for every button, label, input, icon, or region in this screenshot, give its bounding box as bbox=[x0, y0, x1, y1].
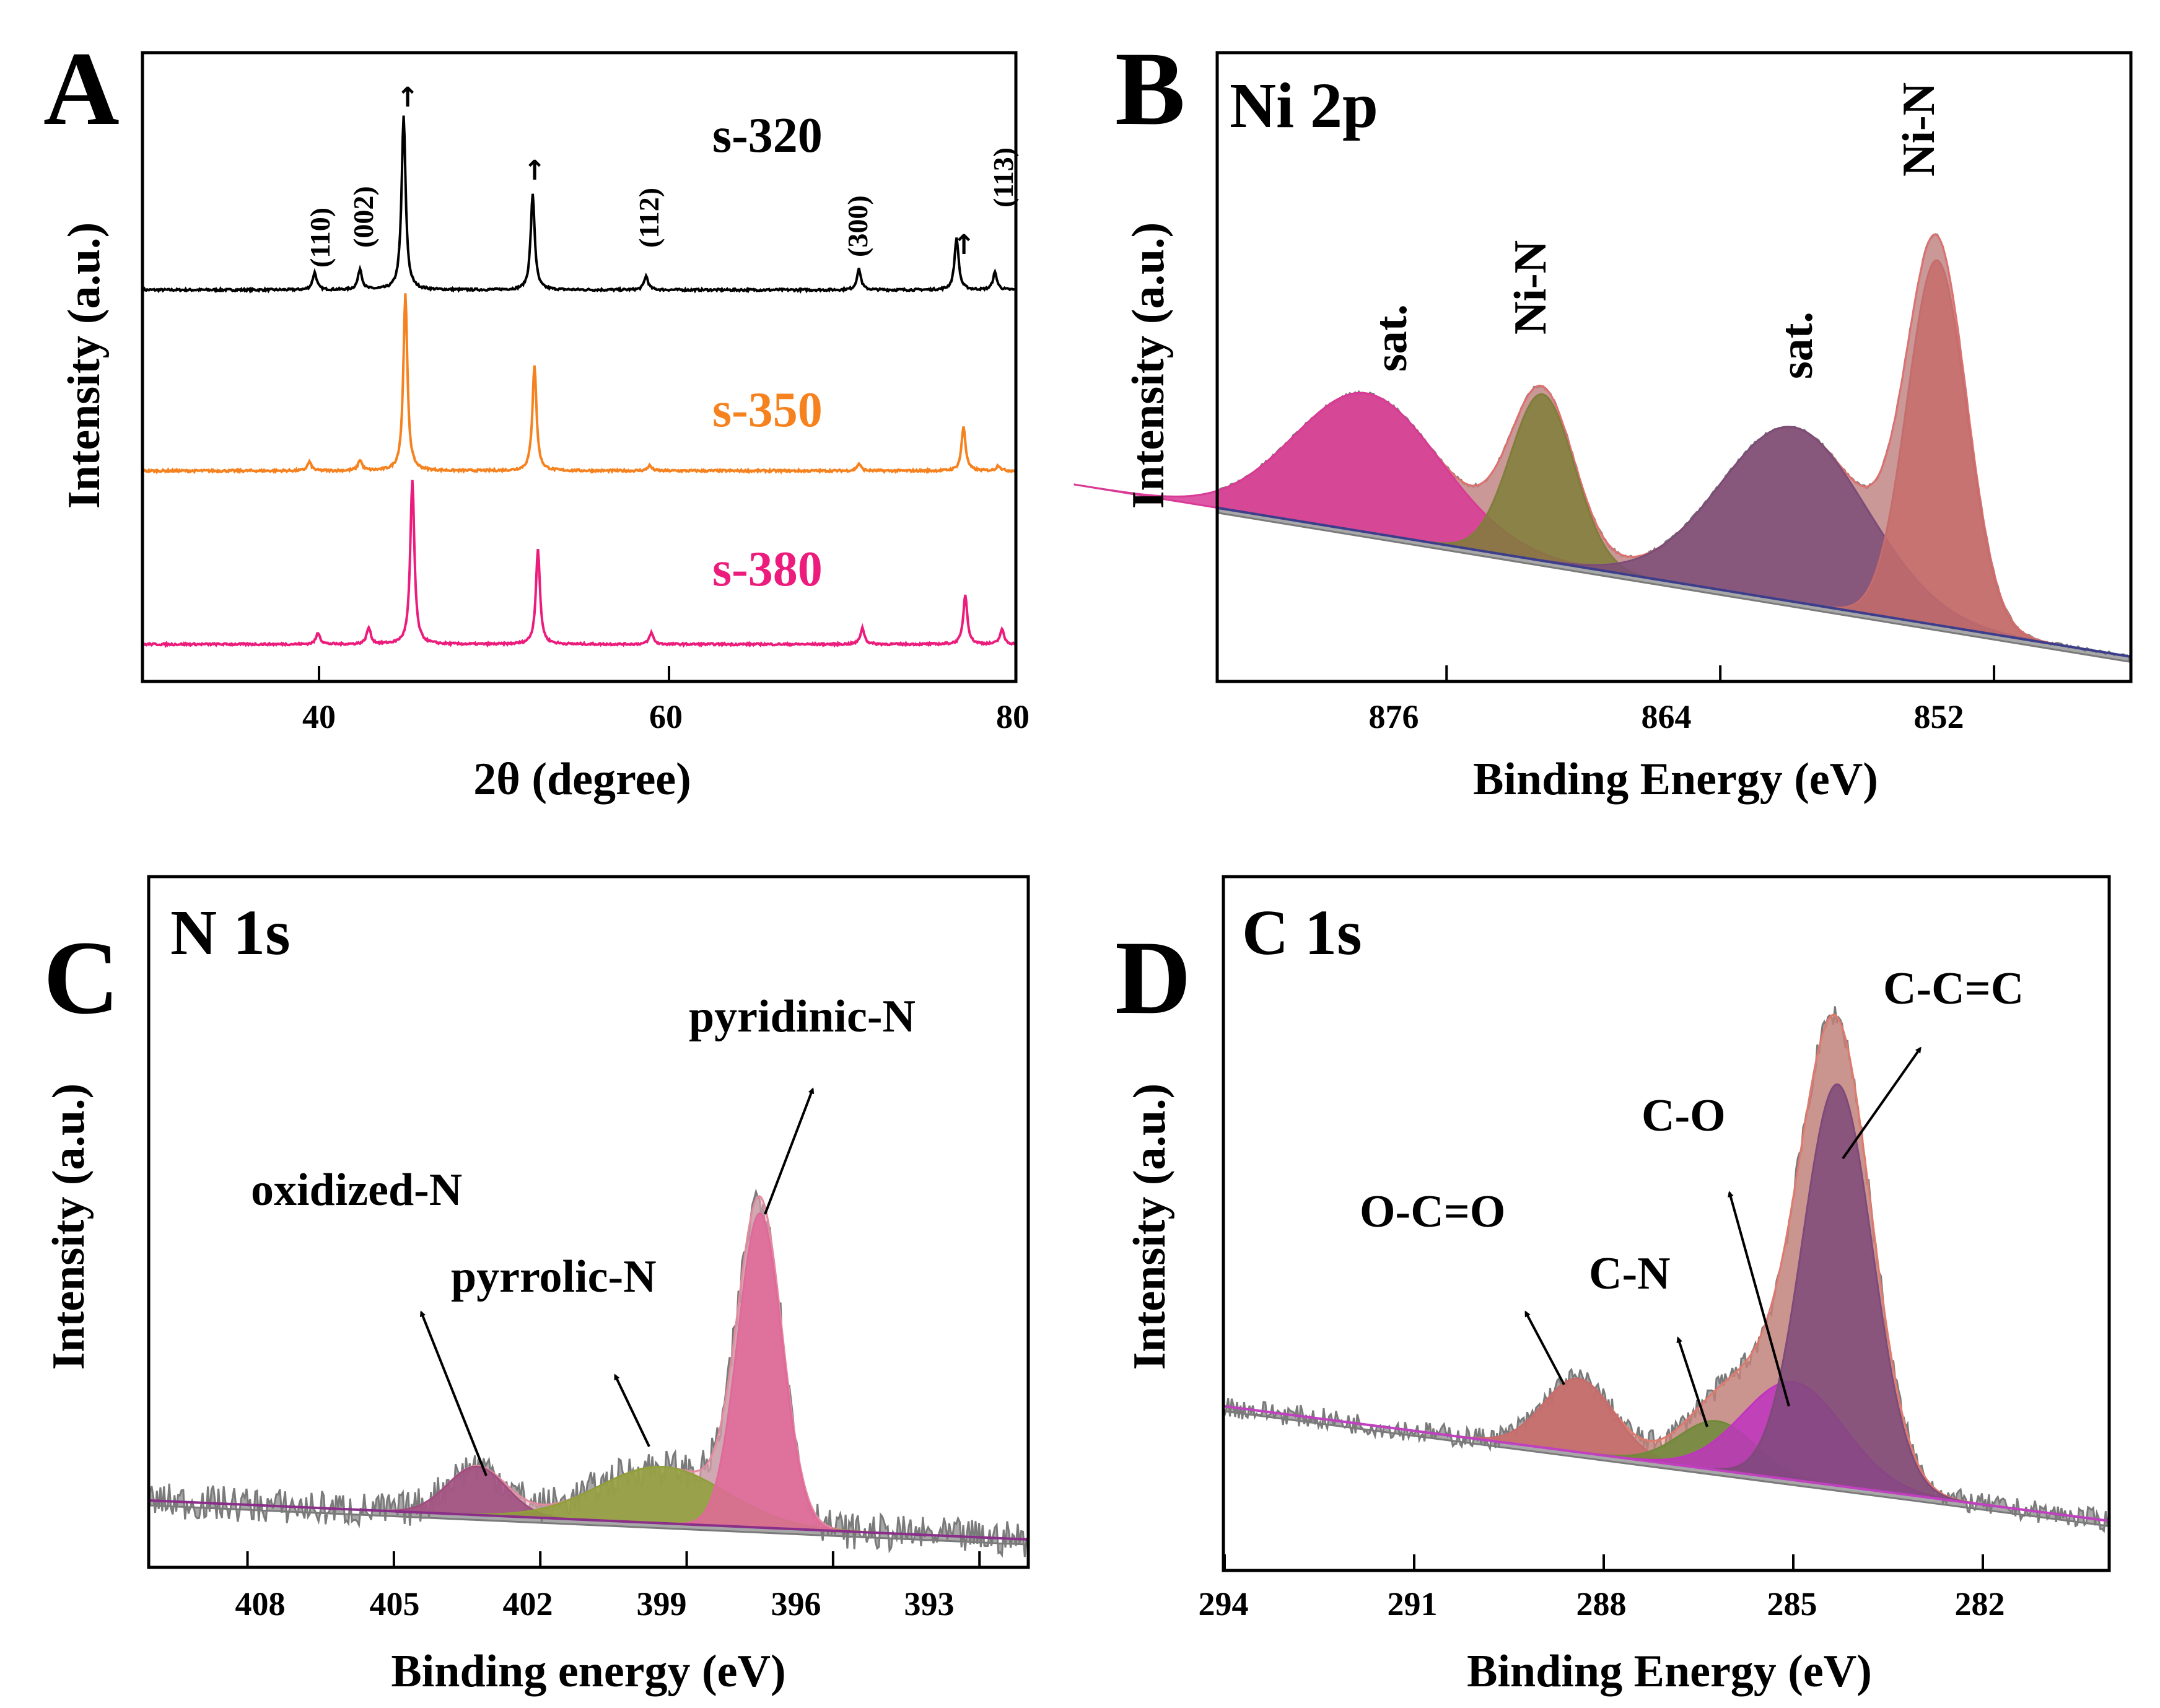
panel-c-ticklabel-405: 405 bbox=[370, 1585, 420, 1623]
panel-a-ticklabel-40: 40 bbox=[302, 698, 336, 735]
panel-c-oxidized-label: oxidized-N bbox=[251, 1165, 462, 1215]
panel-b-plot-area bbox=[1073, 233, 2132, 663]
reflection-113: (113) bbox=[987, 147, 1019, 208]
panel-c-ticklabel-408: 408 bbox=[235, 1585, 286, 1623]
panel-d-cn-arrow bbox=[1676, 1336, 1708, 1427]
panel-c-ticklabel-396: 396 bbox=[771, 1585, 821, 1623]
panel-a: A 40 60 80 2θ (degree) Intensity (a.u.) … bbox=[43, 30, 1030, 805]
panel-d-ccc-arrow bbox=[1842, 1046, 1922, 1160]
panel-c-plot-area bbox=[149, 1188, 1029, 1558]
panel-a-plot-area bbox=[142, 115, 1017, 649]
panel-d-xlabel: Binding Energy (eV) bbox=[1467, 1646, 1872, 1697]
panel-b-ticklabel-864: 864 bbox=[1642, 698, 1692, 735]
panel-c-ticklabel-402: 402 bbox=[503, 1585, 553, 1623]
d-plot-baseline bbox=[1224, 1405, 2110, 1522]
panel-c-ticks bbox=[246, 1551, 981, 1567]
panel-c-xlabel: Binding energy (eV) bbox=[391, 1646, 785, 1697]
panel-d-frame bbox=[1222, 875, 2111, 1572]
reflection-112: (112) bbox=[633, 188, 665, 248]
panel-b-nin-label-2: Ni-N bbox=[1894, 82, 1944, 177]
xrd-pattern-s-320 bbox=[142, 115, 1017, 294]
panel-b-ylabel: Intensity (a.u.) bbox=[1123, 222, 1174, 509]
panel-c-label: C bbox=[43, 919, 120, 1036]
panel-b-title: Ni 2p bbox=[1230, 70, 1378, 141]
panel-d-plot-area bbox=[1223, 1006, 2110, 1533]
panel-d-label: D bbox=[1115, 919, 1191, 1036]
phase-marker-1-icon: ↑ bbox=[396, 82, 419, 113]
panel-c-pyridinic-label: pyridinic-N bbox=[689, 991, 916, 1042]
panel-c-oxidized-arrow bbox=[419, 1310, 488, 1476]
panel-d-ticklabel-282: 282 bbox=[1955, 1585, 2005, 1623]
panel-d-oco-arrow bbox=[1524, 1310, 1565, 1385]
panel-c-pyrrolic-label: pyrrolic-N bbox=[451, 1251, 657, 1302]
b-plot-component-Ni-N bbox=[1817, 259, 2057, 646]
panel-d-ticklabel-291: 291 bbox=[1388, 1585, 1438, 1623]
panel-b-xlabel: Binding Energy (eV) bbox=[1473, 754, 1878, 805]
panel-c-ticklabel-399: 399 bbox=[637, 1585, 687, 1623]
panel-c-ticklabel-393: 393 bbox=[904, 1585, 955, 1623]
panel-b-frame bbox=[1215, 51, 2133, 683]
panel-a-frame bbox=[141, 51, 1018, 683]
reflection-300: (300) bbox=[842, 195, 873, 257]
panel-c-title: N 1s bbox=[170, 897, 291, 968]
panel-b-sat-label-1: sat. bbox=[1366, 304, 1417, 372]
xrd-pattern-s-380 bbox=[142, 480, 1017, 649]
panel-d-cn-label: C-N bbox=[1589, 1248, 1671, 1299]
panel-d: D 294 291 288 285 282 Binding Energy (eV… bbox=[1115, 875, 2111, 1697]
panel-b-nin-label-1: Ni-N bbox=[1505, 240, 1556, 335]
c-plot-baseline bbox=[149, 1499, 1029, 1541]
panel-a-ticklabel-60: 60 bbox=[649, 698, 683, 735]
panel-a-xlabel: 2θ (degree) bbox=[473, 754, 691, 805]
panel-c-frame bbox=[147, 875, 1030, 1569]
legend-s-380: s-380 bbox=[712, 542, 823, 597]
panel-b: B 876 864 852 Binding Energy (eV) Intens… bbox=[1073, 30, 2133, 805]
panel-b-ticklabel-852: 852 bbox=[1914, 698, 1964, 735]
panel-c-pyrrolic-arrow bbox=[614, 1373, 650, 1447]
xrd-pattern-s-350 bbox=[142, 293, 1017, 475]
panel-b-label: B bbox=[1115, 30, 1185, 147]
d-plot-component-C-C=C bbox=[1697, 1083, 1977, 1505]
panel-d-ticklabel-285: 285 bbox=[1767, 1585, 1817, 1623]
panel-d-ticklabel-294: 294 bbox=[1199, 1585, 1249, 1623]
legend-s-320: s-320 bbox=[712, 108, 823, 163]
panel-d-ccc-label: C-C=C bbox=[1883, 963, 2024, 1014]
panel-d-co-label: C-O bbox=[1642, 1090, 1726, 1141]
b-plot-baseline bbox=[1218, 507, 2132, 658]
panel-d-co-arrow bbox=[1728, 1191, 1790, 1407]
panel-d-oco-label: O-C=O bbox=[1360, 1186, 1505, 1237]
panel-c-ylabel: Intensity (a.u.) bbox=[43, 1084, 94, 1370]
phase-marker-3-icon: ↑ bbox=[953, 229, 976, 261]
panel-b-sat-label-2: sat. bbox=[1772, 312, 1822, 379]
panel-d-ticklabel-288: 288 bbox=[1576, 1585, 1627, 1623]
reflection-002: (002) bbox=[348, 186, 379, 248]
panel-a-ticklabel-80: 80 bbox=[996, 698, 1030, 735]
phase-marker-2-icon: ↑ bbox=[523, 155, 546, 186]
legend-s-350: s-350 bbox=[712, 383, 823, 437]
panel-c: C 408 405 402 399 396 393 Binding energy… bbox=[43, 875, 1030, 1697]
c-plot-component-pyridinic-N bbox=[671, 1212, 849, 1533]
panel-b-ticks bbox=[1445, 665, 1996, 681]
panel-c-pyridinic-arrow bbox=[764, 1087, 815, 1215]
panel-d-title: C 1s bbox=[1242, 897, 1362, 968]
c-plot-raw-spectrum bbox=[149, 1188, 1028, 1558]
reflection-110: (110) bbox=[304, 208, 336, 268]
panel-d-ylabel: Intensity (a.u.) bbox=[1124, 1084, 1175, 1370]
panel-a-ylabel: Intensity (a.u.) bbox=[59, 222, 110, 509]
panel-d-ticks bbox=[1223, 1554, 1984, 1570]
panel-a-label: A bbox=[43, 30, 120, 147]
panel-b-ticklabel-876: 876 bbox=[1369, 698, 1419, 735]
